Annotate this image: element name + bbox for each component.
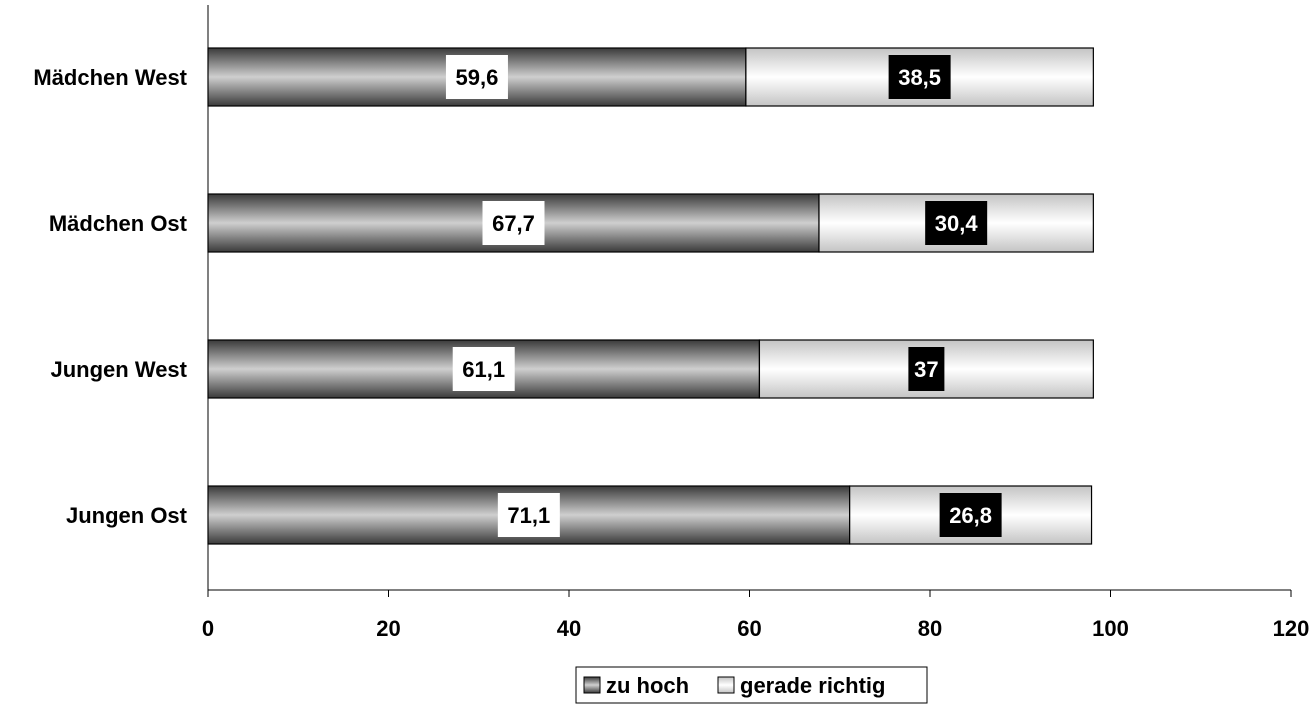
legend-label-gerade-richtig: gerade richtig [740, 673, 885, 698]
data-label: 59,6 [456, 65, 499, 90]
legend-label-zu-hoch: zu hoch [606, 673, 689, 698]
legend-swatch-gerade-richtig [718, 677, 734, 693]
x-tick-label: 60 [737, 616, 761, 641]
data-label: 38,5 [898, 65, 941, 90]
data-label: 37 [914, 357, 938, 382]
legend-swatch-zu-hoch [584, 677, 600, 693]
data-label: 71,1 [507, 503, 550, 528]
y-category-label: Mädchen West [33, 65, 187, 90]
x-tick-label: 80 [918, 616, 942, 641]
y-category-label: Jungen Ost [66, 503, 188, 528]
data-label: 67,7 [492, 211, 535, 236]
data-label: 26,8 [949, 503, 992, 528]
x-tick-label: 40 [557, 616, 581, 641]
data-label: 61,1 [462, 357, 505, 382]
bars [208, 48, 1093, 544]
data-labels: 59,6 38,5 67,7 30,4 61,1 37 71,1 26,8 [446, 55, 1002, 537]
x-tick-label: 100 [1092, 616, 1129, 641]
y-category-label: Mädchen Ost [49, 211, 188, 236]
data-label: 30,4 [935, 211, 979, 236]
x-tick-label: 120 [1273, 616, 1310, 641]
y-category-label: Jungen West [50, 357, 187, 382]
x-tick-label: 20 [376, 616, 400, 641]
x-tick-label: 0 [202, 616, 214, 641]
legend: zu hoch gerade richtig [576, 667, 927, 703]
